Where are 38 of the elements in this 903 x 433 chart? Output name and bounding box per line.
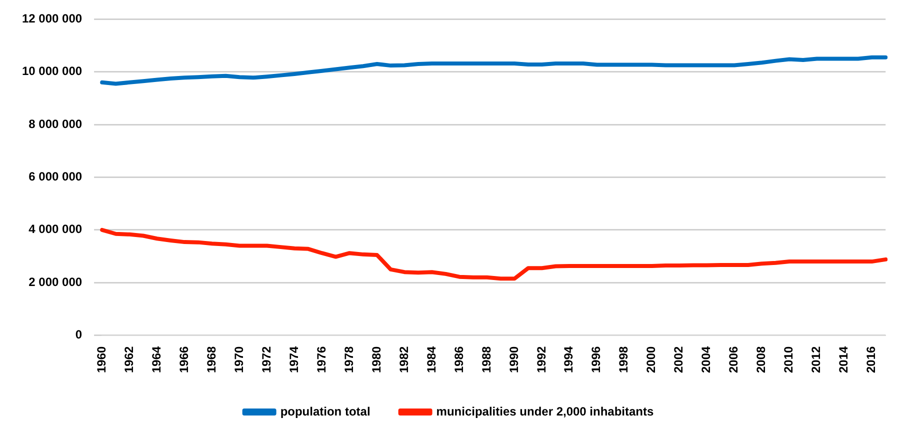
x-tick-label: 2004: [699, 346, 714, 374]
x-tick-label: 1994: [562, 346, 576, 374]
x-tick-label: 1960: [94, 346, 108, 374]
y-tick-label: 0: [75, 328, 82, 342]
x-tick-label: 1988: [479, 346, 494, 374]
x-tick-label: 1996: [589, 346, 604, 374]
legend-label: population total: [280, 404, 370, 418]
x-tick-label: 1984: [424, 346, 438, 374]
x-tick-label: 1986: [452, 346, 466, 374]
y-tick-label: 2 000 000: [28, 274, 82, 289]
x-tick-label: 1978: [342, 346, 356, 374]
y-tick-label: 10 000 000: [22, 64, 82, 78]
x-tick-label: 1968: [204, 346, 218, 374]
x-tick-label: 1982: [396, 346, 411, 374]
x-tick-label: 2010: [782, 346, 796, 374]
x-tick-label: 1970: [232, 346, 246, 374]
x-tick-label: 2016: [864, 346, 878, 374]
x-tick-label: 1990: [506, 346, 521, 374]
x-tick-label: 1964: [149, 346, 164, 374]
x-tick-label: 2008: [754, 346, 768, 374]
y-tick-label: 6 000 000: [28, 170, 82, 184]
x-tick-label: 1972: [259, 346, 274, 374]
x-tick-label: 2002: [672, 346, 686, 374]
x-tick-label: 2006: [726, 346, 741, 374]
x-tick-label: 1976: [314, 346, 328, 374]
y-tick-label: 4 000 000: [28, 222, 82, 236]
y-tick-label: 12 000 000: [22, 12, 82, 26]
legend-label: municipalities under 2,000 inhabitants: [436, 404, 654, 418]
x-tick-label: 1966: [176, 346, 191, 374]
x-tick-label: 2000: [644, 346, 658, 374]
x-tick-label: 1992: [534, 346, 548, 374]
x-tick-label: 1974: [286, 346, 301, 374]
x-tick-label: 1998: [616, 346, 631, 374]
x-tick-label: 2014: [836, 346, 851, 374]
y-tick-label: 8 000 000: [28, 116, 82, 131]
x-tick-label: 2012: [809, 346, 824, 374]
x-tick-label: 1980: [369, 346, 384, 374]
x-tick-label: 1962: [122, 346, 136, 374]
